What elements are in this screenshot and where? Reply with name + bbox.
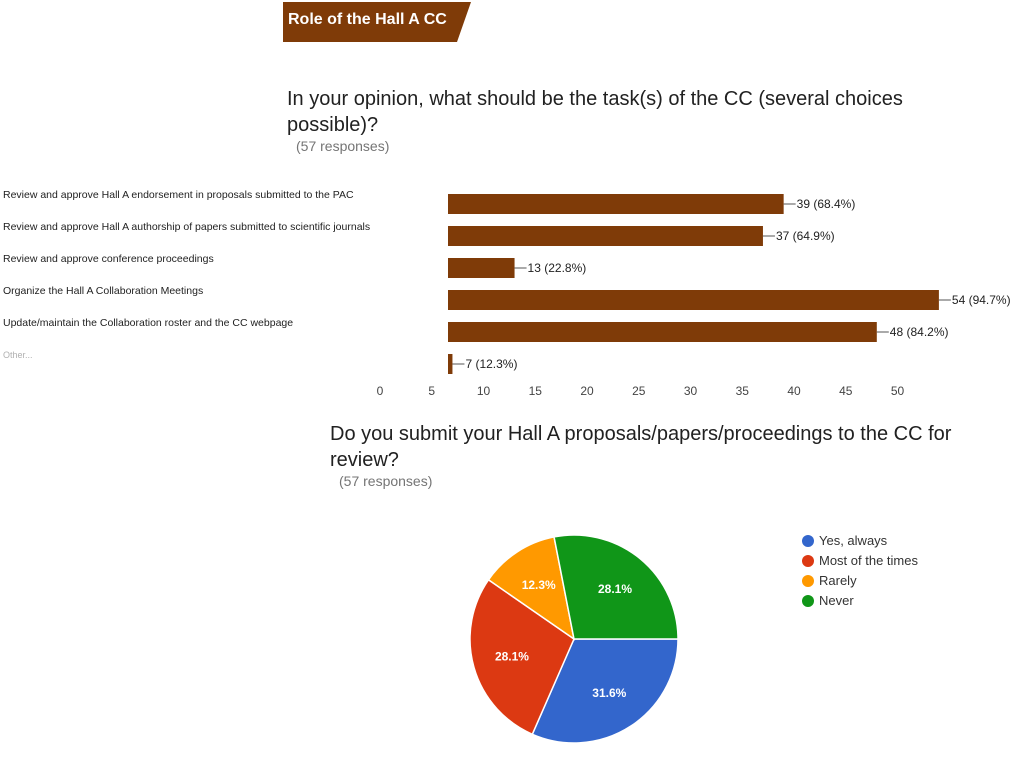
pie-slice (469, 578, 575, 736)
legend-swatch (802, 575, 814, 587)
bar-category-label: Update/maintain the Collaboration roster… (3, 317, 293, 329)
bar-category-label: Review and approve Hall A authorship of … (3, 221, 370, 233)
tasks-bar-chart: Review and approve Hall A endorsement in… (3, 189, 1011, 398)
x-tick-label: 0 (377, 384, 384, 398)
legend-label: Yes, always (819, 533, 888, 548)
bar-data-label: 39 (68.4%) (797, 197, 856, 211)
bar-category-label: Review and approve Hall A endorsement in… (3, 189, 354, 201)
bar (448, 194, 784, 214)
bar (448, 290, 939, 310)
question-2-title: Do you submit your Hall A proposals/pape… (330, 423, 952, 471)
x-tick-label: 15 (529, 384, 543, 398)
bar-data-label: 48 (84.2%) (890, 325, 949, 339)
legend-swatch (802, 555, 814, 567)
x-tick-label: 50 (891, 384, 905, 398)
bar-data-label: 13 (22.8%) (528, 261, 587, 275)
section-title: Role of the Hall A CC (288, 11, 447, 28)
x-tick-label: 10 (477, 384, 491, 398)
bar (448, 258, 515, 278)
x-tick-label: 40 (787, 384, 801, 398)
x-tick-label: 5 (428, 384, 435, 398)
x-tick-label: 35 (736, 384, 750, 398)
pie-slice (531, 638, 679, 744)
question-1-title: In your opinion, what should be the task… (287, 88, 903, 136)
bar-data-label: 54 (94.7%) (952, 293, 1011, 307)
legend-swatch (802, 535, 814, 547)
bar (448, 226, 763, 246)
bar-data-label: 7 (12.3%) (465, 357, 517, 371)
pie-slice-label: 28.1% (598, 582, 632, 596)
bar-category-label: Organize the Hall A Collaboration Meetin… (3, 285, 203, 297)
bar-category-label: Review and approve conference proceeding… (3, 253, 214, 265)
x-tick-label: 30 (684, 384, 698, 398)
pie-slice-label: 31.6% (592, 686, 626, 700)
x-tick-label: 45 (839, 384, 853, 398)
legend-label: Rarely (819, 573, 857, 588)
section-header: Role of the Hall A CC (283, 2, 471, 42)
x-tick-label: 25 (632, 384, 646, 398)
question-2-response-count: (57 responses) (339, 473, 433, 489)
bar (448, 322, 877, 342)
pie-slice (487, 536, 576, 641)
legend-label: Never (819, 593, 854, 608)
pie-slice-label: 12.3% (522, 578, 556, 592)
submission-pie-chart: 31.6% 28.1% 12.3% 28.1% (469, 534, 679, 744)
bar-data-label: 37 (64.9%) (776, 229, 835, 243)
section-header-shape (283, 2, 471, 42)
bar-category-label: Other... (3, 350, 33, 360)
bar (448, 354, 453, 374)
x-tick-label: 20 (580, 384, 594, 398)
legend-label: Most of the times (819, 553, 918, 568)
pie-slice (553, 534, 679, 640)
pie-slice-label: 28.1% (495, 650, 529, 664)
legend-swatch (802, 595, 814, 607)
question-1-response-count: (57 responses) (296, 138, 390, 154)
